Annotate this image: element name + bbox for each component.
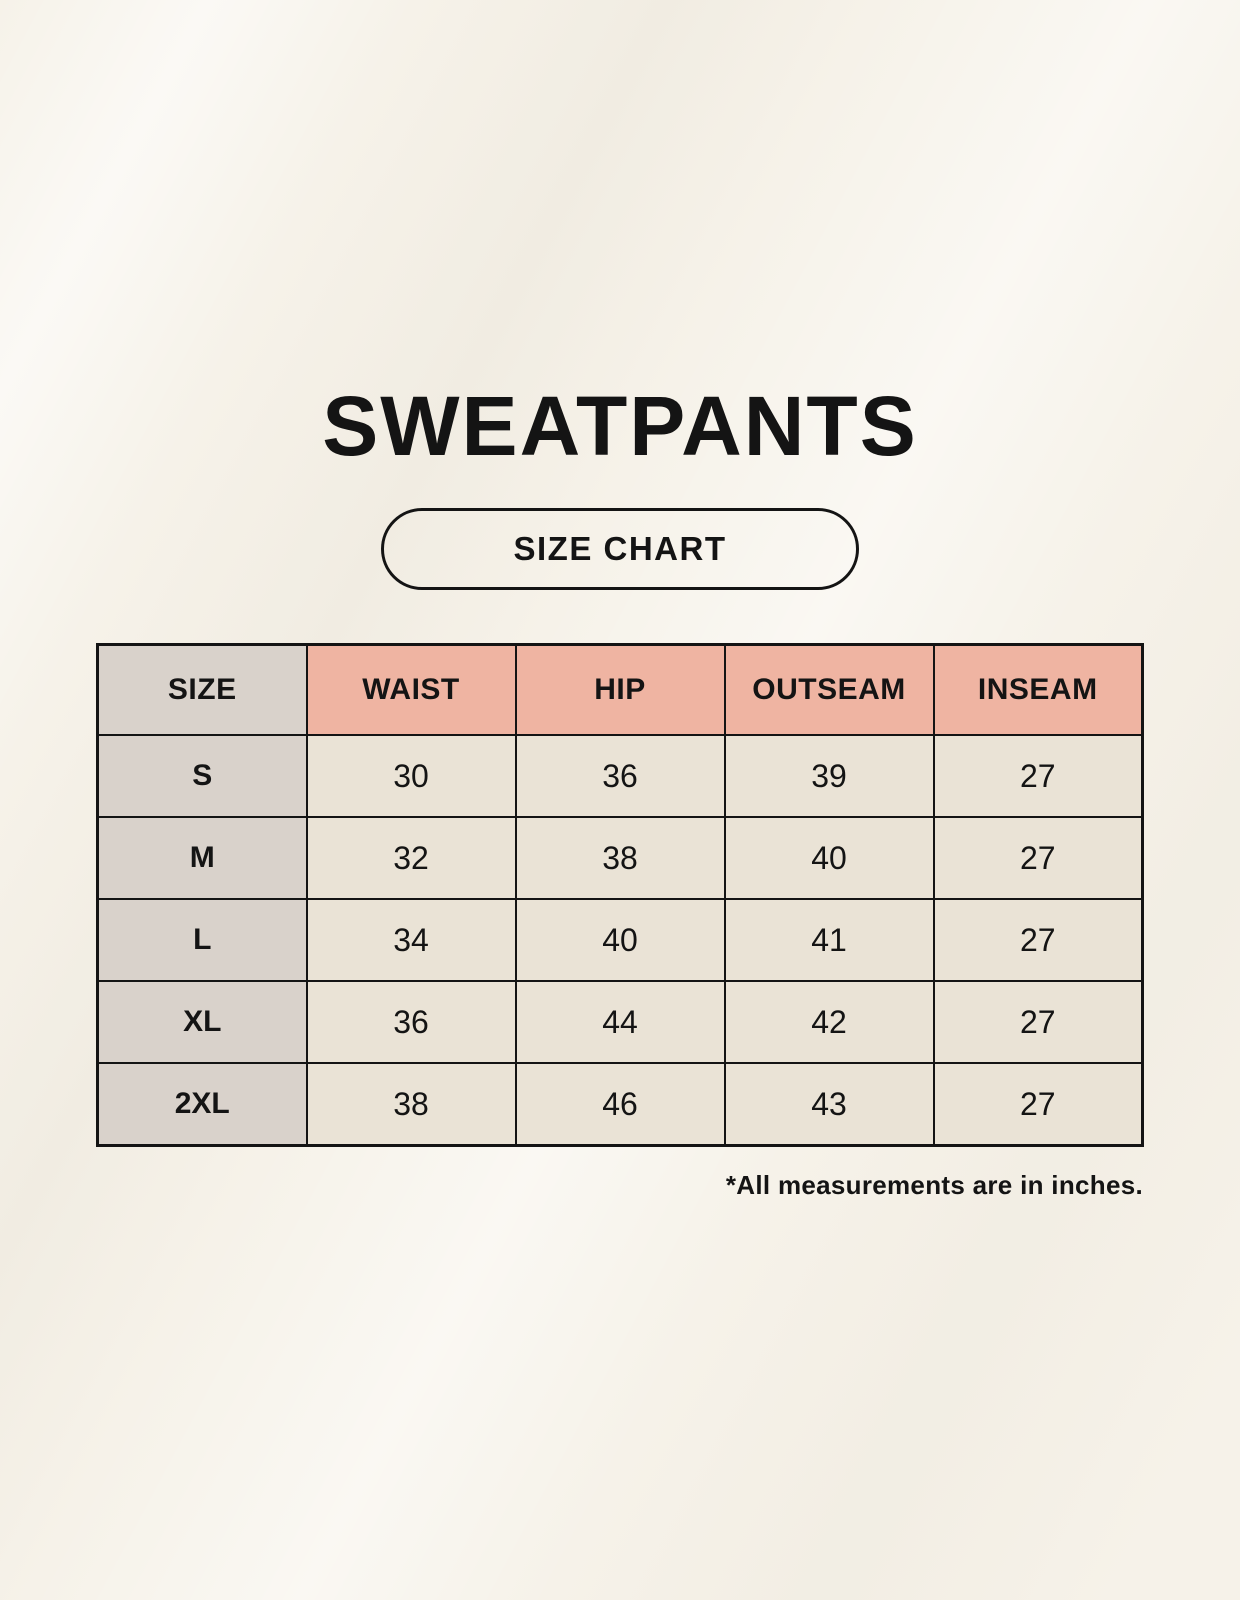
measurement-value-outseam: 43 xyxy=(723,1062,935,1147)
size-row-l: L 34 40 41 27 xyxy=(96,898,1144,982)
size-row-s: S 30 36 39 27 xyxy=(96,734,1144,818)
size-table-body: S 30 36 39 27 M 32 38 40 27 L 34 40 41 27 XL 36 44 42 27 2XL… xyxy=(96,734,1144,1147)
size-label: 2XL xyxy=(96,1062,308,1147)
measurement-value-waist: 30 xyxy=(305,734,517,818)
measurements-note: *All measurements are in inches. xyxy=(725,1170,1143,1200)
size-label: S xyxy=(96,734,308,818)
measurement-value-outseam: 40 xyxy=(723,816,935,900)
measurement-value-hip: 36 xyxy=(514,734,726,818)
size-table: SIZE WAIST HIP OUTSEAM INSEAM S 30 36 39 27 M 32 38… xyxy=(96,643,1144,1147)
measurement-value-waist: 38 xyxy=(305,1062,517,1147)
measurement-value-inseam: 27 xyxy=(932,1062,1144,1147)
measurement-value-hip: 40 xyxy=(514,898,726,982)
size-row-m: M 32 38 40 27 xyxy=(96,816,1144,900)
size-label: M xyxy=(96,816,308,900)
column-header-size: SIZE xyxy=(96,643,308,736)
measurement-value-outseam: 41 xyxy=(723,898,935,982)
measurement-value-inseam: 27 xyxy=(932,980,1144,1064)
size-chart-badge-label: SIZE CHART xyxy=(513,530,727,567)
column-header-inseam: INSEAM xyxy=(932,643,1144,736)
size-label: XL xyxy=(96,980,308,1064)
size-chart-badge: SIZE CHART xyxy=(381,508,859,590)
header-row: SIZE WAIST HIP OUTSEAM INSEAM xyxy=(96,643,1144,736)
measurement-value-waist: 32 xyxy=(305,816,517,900)
size-label: L xyxy=(96,898,308,982)
size-row-xl: XL 36 44 42 27 xyxy=(96,980,1144,1064)
measurement-value-outseam: 42 xyxy=(723,980,935,1064)
measurement-value-outseam: 39 xyxy=(723,734,935,818)
size-row-2xl: 2XL 38 46 43 27 xyxy=(96,1062,1144,1147)
size-table-header: SIZE WAIST HIP OUTSEAM INSEAM xyxy=(96,643,1144,736)
measurement-value-inseam: 27 xyxy=(932,898,1144,982)
column-header-outseam: OUTSEAM xyxy=(723,643,935,736)
column-header-hip: HIP xyxy=(514,643,726,736)
measurement-value-waist: 36 xyxy=(305,980,517,1064)
page-title: SWEATPANTS xyxy=(322,379,918,473)
measurement-value-waist: 34 xyxy=(305,898,517,982)
measurement-value-inseam: 27 xyxy=(932,816,1144,900)
measurement-value-hip: 46 xyxy=(514,1062,726,1147)
measurement-value-hip: 44 xyxy=(514,980,726,1064)
measurement-value-hip: 38 xyxy=(514,816,726,900)
column-header-waist: WAIST xyxy=(305,643,517,736)
measurement-value-inseam: 27 xyxy=(932,734,1144,818)
